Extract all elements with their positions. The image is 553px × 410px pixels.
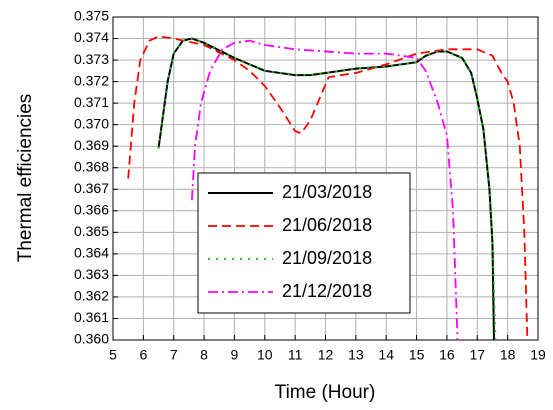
x-tick-label: 8 xyxy=(200,347,208,363)
x-tick-label: 18 xyxy=(500,347,516,363)
x-tick-label: 16 xyxy=(439,347,455,363)
x-tick-label: 9 xyxy=(231,347,239,363)
series-line xyxy=(157,37,495,340)
plot-frame xyxy=(112,16,539,341)
x-axis-title: Time (Hour) xyxy=(275,382,376,403)
y-tick-label: 0.374 xyxy=(74,29,109,45)
y-tick-label: 0.373 xyxy=(74,51,109,67)
legend-box xyxy=(197,172,411,314)
legend-label: 21/03/2018 xyxy=(282,182,372,202)
y-tick-label: 0.364 xyxy=(74,245,109,261)
x-tick-label: 12 xyxy=(318,347,334,363)
y-axis-title: Thermal efficiencies xyxy=(15,94,36,263)
y-tick-label: 0.370 xyxy=(74,115,109,131)
y-tick-label: 0.369 xyxy=(74,137,109,153)
x-tick-label: 6 xyxy=(139,347,147,363)
y-tick-label: 0.371 xyxy=(74,94,109,110)
x-tick-label: 15 xyxy=(409,347,425,363)
x-tick-label: 7 xyxy=(170,347,178,363)
series-line xyxy=(191,39,459,340)
legend-label: 21/09/2018 xyxy=(282,248,372,268)
x-tick-label: 14 xyxy=(378,347,394,363)
y-tick-label: 0.375 xyxy=(74,8,109,24)
x-tick-label: 11 xyxy=(288,347,303,363)
y-tick-label: 0.360 xyxy=(74,331,109,347)
legend-label: 21/06/2018 xyxy=(282,215,372,235)
x-tick-label: 17 xyxy=(469,347,485,363)
series-line xyxy=(127,35,529,340)
x-tick-label: 5 xyxy=(109,347,117,363)
y-tick-label: 0.367 xyxy=(74,180,109,196)
y-tick-label: 0.363 xyxy=(74,266,109,282)
x-tick-label: 10 xyxy=(257,347,273,363)
y-tick-label: 0.365 xyxy=(74,223,109,239)
y-tick-label: 0.372 xyxy=(74,72,109,88)
x-tick-label: 13 xyxy=(348,347,364,363)
y-tick-label: 0.362 xyxy=(74,288,109,304)
y-tick-label: 0.366 xyxy=(74,202,109,218)
y-tick-label: 0.361 xyxy=(74,309,109,325)
x-tick-label: 19 xyxy=(530,347,546,363)
legend-label: 21/12/2018 xyxy=(282,281,372,301)
y-tick-label: 0.368 xyxy=(74,158,109,174)
